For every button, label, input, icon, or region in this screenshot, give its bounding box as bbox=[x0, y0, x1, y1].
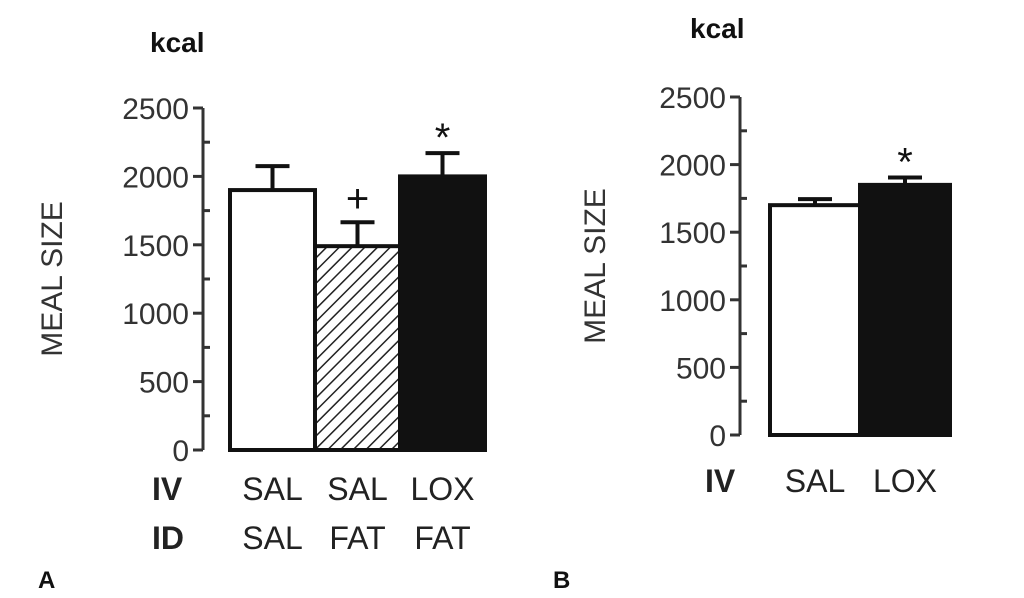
p1-bar-1 bbox=[228, 188, 317, 453]
p1-y-tick-label: 1000 bbox=[122, 298, 189, 331]
p2-panel-label: B bbox=[553, 567, 570, 594]
p1-row-label-id: ID bbox=[152, 520, 184, 556]
p2-y-tick-label: 1000 bbox=[659, 285, 726, 318]
p1-panel-label: A bbox=[38, 567, 55, 594]
p1-category-label: SAL bbox=[242, 471, 302, 507]
p2-row-label-iv: IV bbox=[705, 463, 736, 499]
p1-y-axis-title: MEAL SIZE bbox=[36, 201, 69, 357]
p2-y-tick-label: 2500 bbox=[659, 82, 726, 115]
p1-category-label: SAL bbox=[327, 471, 387, 507]
p1-row-label-iv: IV bbox=[152, 471, 183, 507]
p2-y-axis-title: MEAL SIZE bbox=[579, 188, 612, 344]
p2-category-label: SAL bbox=[785, 463, 845, 499]
p1-unit-label: kcal bbox=[150, 27, 205, 58]
p2-unit-label: kcal bbox=[690, 13, 745, 44]
p2-y-tick-label: 0 bbox=[709, 420, 726, 453]
p2-bar-2 bbox=[858, 182, 952, 437]
panel-b-chart: kcal MEAL SIZE 0 500 1000 1500 2000 2500 SAL * LOX… bbox=[553, 13, 952, 594]
p2-significance-marker-2: * bbox=[897, 140, 913, 184]
p1-category-label: FAT bbox=[414, 520, 470, 556]
p1-category-label: LOX bbox=[410, 471, 474, 507]
p1-y-tick-label: 2500 bbox=[122, 93, 189, 126]
p2-category-label: LOX bbox=[873, 463, 937, 499]
p2-y-tick-label: 2000 bbox=[659, 150, 726, 183]
p1-category-label: FAT bbox=[329, 520, 385, 556]
p1-category-label: SAL bbox=[242, 520, 302, 556]
p2-y-tick-label: 1500 bbox=[659, 217, 726, 250]
p1-y-tick-label: 1500 bbox=[122, 230, 189, 263]
p1-significance-marker-2: + bbox=[346, 177, 369, 221]
p2-bar-1 bbox=[768, 203, 862, 437]
p1-bar-2 bbox=[313, 244, 402, 452]
panel-a-chart: kcal MEAL SIZE 0 500 1000 1500 2000 2500 SAL SAL +… bbox=[36, 27, 487, 594]
p2-y-tick-label: 500 bbox=[676, 352, 726, 385]
p1-y-tick-label: 500 bbox=[139, 367, 189, 400]
p1-bar-3 bbox=[398, 174, 487, 452]
p1-significance-marker-3: * bbox=[435, 116, 451, 160]
p1-y-tick-label: 2000 bbox=[122, 161, 189, 194]
p1-y-tick-label: 0 bbox=[172, 435, 189, 468]
